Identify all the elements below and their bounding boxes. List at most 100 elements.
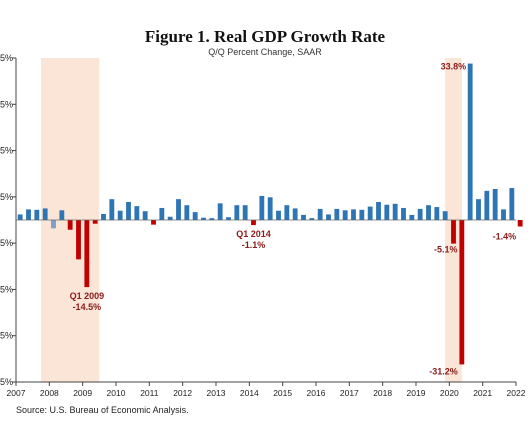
bar bbox=[267, 197, 273, 220]
bar bbox=[376, 201, 381, 220]
x-tick-label: 2012 bbox=[173, 388, 192, 398]
bar bbox=[367, 206, 373, 220]
annotation-label: -14.5% bbox=[73, 302, 102, 312]
bar bbox=[434, 207, 440, 220]
bar bbox=[109, 199, 115, 220]
annotations: Q1 2009-14.5% Q1 2014-1.1% 33.8% -5.1% -31.2… bbox=[70, 62, 517, 377]
annotation-label: -5.1% bbox=[434, 245, 458, 255]
x-tick-label: 2015 bbox=[273, 388, 292, 398]
bar bbox=[117, 210, 123, 220]
x-tick-label: 2007 bbox=[7, 388, 26, 398]
x-tick-label: 2016 bbox=[307, 388, 326, 398]
y-tick-label: -35% bbox=[0, 377, 13, 387]
bar bbox=[92, 220, 98, 224]
bar bbox=[509, 188, 515, 220]
bar bbox=[384, 204, 390, 220]
bar bbox=[476, 199, 481, 220]
bar bbox=[359, 209, 365, 220]
bar bbox=[467, 63, 473, 220]
bar bbox=[167, 216, 173, 220]
annotation-label: -1.4% bbox=[493, 231, 517, 241]
x-tick-label: 2019 bbox=[407, 388, 426, 398]
bar bbox=[309, 218, 315, 220]
x-tick-label: 2022 bbox=[507, 388, 526, 398]
bar bbox=[517, 220, 523, 227]
bar bbox=[67, 220, 73, 230]
x-tick-label: 2013 bbox=[207, 388, 226, 398]
bar bbox=[209, 218, 215, 220]
bar bbox=[426, 205, 431, 220]
y-tick-label: -15% bbox=[0, 284, 13, 294]
bar bbox=[409, 214, 415, 220]
y-tick-label: 35% bbox=[0, 53, 13, 63]
bar bbox=[226, 217, 231, 220]
y-tick-label: -5% bbox=[0, 238, 13, 248]
y-tick-label: -25% bbox=[0, 331, 13, 341]
annotation-label: 33.8% bbox=[441, 62, 467, 72]
bar bbox=[442, 211, 448, 220]
bar bbox=[76, 220, 81, 260]
bar bbox=[201, 217, 206, 220]
bar bbox=[501, 209, 506, 220]
bar bbox=[151, 220, 156, 225]
bar bbox=[59, 210, 65, 220]
axes bbox=[15, 58, 516, 383]
chart-subtitle: Q/Q Percent Change, SAAR bbox=[208, 47, 322, 57]
bar bbox=[334, 208, 340, 220]
bar bbox=[417, 208, 423, 220]
bar bbox=[42, 208, 48, 220]
bar bbox=[142, 211, 148, 220]
bar-series bbox=[17, 63, 523, 365]
annotation-label: Q1 2014 bbox=[236, 229, 271, 239]
bar bbox=[351, 209, 356, 220]
bar bbox=[451, 220, 456, 244]
bar bbox=[17, 214, 23, 220]
bar bbox=[484, 190, 490, 220]
y-tick-label: 15% bbox=[0, 146, 13, 156]
bar bbox=[284, 205, 290, 220]
bar bbox=[126, 201, 131, 220]
bar bbox=[184, 205, 190, 220]
bar bbox=[251, 220, 256, 226]
x-tick-label: 2018 bbox=[373, 388, 392, 398]
annotation-label: -1.1% bbox=[242, 240, 266, 250]
bar bbox=[26, 209, 31, 220]
bar bbox=[401, 207, 406, 220]
bar bbox=[301, 214, 306, 220]
bar bbox=[176, 199, 181, 220]
bar bbox=[134, 206, 140, 220]
bar bbox=[326, 214, 331, 220]
x-tick-label: 2020 bbox=[440, 388, 459, 398]
bar bbox=[217, 203, 223, 220]
bar bbox=[317, 208, 323, 220]
x-tick-label: 2008 bbox=[40, 388, 59, 398]
chart-title: Figure 1. Real GDP Growth Rate bbox=[144, 27, 386, 46]
bar bbox=[276, 210, 281, 220]
source-note: Source: U.S. Bureau of Economic Analysis… bbox=[16, 405, 189, 415]
bar bbox=[159, 207, 165, 220]
bar bbox=[492, 188, 498, 220]
bar bbox=[342, 210, 348, 220]
x-tick-label: 2009 bbox=[73, 388, 92, 398]
bar bbox=[242, 205, 248, 220]
bar bbox=[392, 203, 398, 220]
annotation-label: Q1 2009 bbox=[70, 291, 105, 301]
y-axis-ticks: 35% 25% 15% 5% -5% -15% -25% -35% bbox=[0, 53, 16, 387]
bar bbox=[192, 212, 198, 220]
x-tick-label: 2021 bbox=[473, 388, 492, 398]
bar bbox=[259, 195, 265, 220]
bar bbox=[101, 213, 106, 220]
annotation-label: -31.2% bbox=[429, 366, 458, 376]
bar bbox=[292, 208, 298, 220]
bar bbox=[34, 209, 40, 220]
y-tick-label: 25% bbox=[0, 99, 13, 109]
x-tick-label: 2017 bbox=[340, 388, 359, 398]
bar bbox=[234, 205, 240, 220]
bar bbox=[84, 220, 90, 288]
x-tick-label: 2011 bbox=[140, 388, 159, 398]
x-tick-label: 2010 bbox=[107, 388, 126, 398]
y-tick-label: 5% bbox=[0, 192, 13, 202]
bar bbox=[459, 220, 465, 365]
x-tick-label: 2014 bbox=[240, 388, 259, 398]
